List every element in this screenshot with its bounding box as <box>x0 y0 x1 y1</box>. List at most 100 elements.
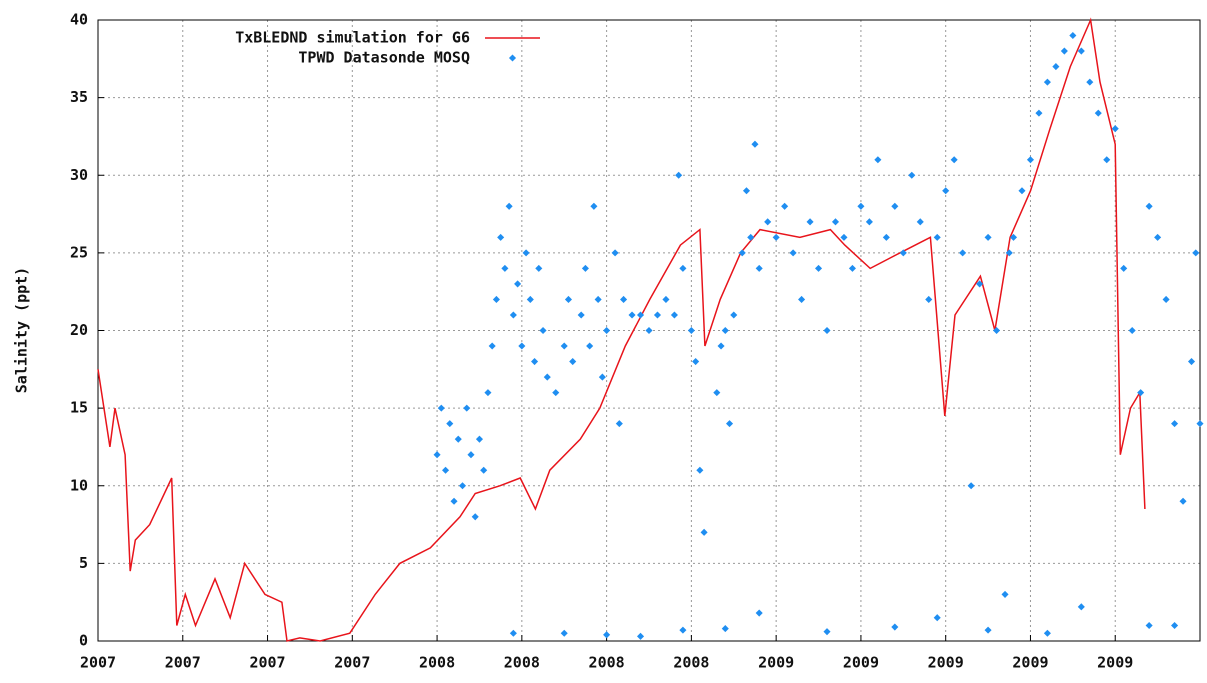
data-point <box>916 218 924 226</box>
data-point <box>450 497 458 505</box>
y-axis-label: Salinity (ppt) <box>13 267 31 393</box>
data-point <box>925 295 933 303</box>
data-point <box>1187 358 1196 366</box>
data-point <box>463 404 471 412</box>
data-point <box>526 295 534 303</box>
data-point <box>1052 63 1060 71</box>
data-point <box>721 625 729 633</box>
data-point <box>603 631 611 639</box>
data-point <box>480 466 488 474</box>
data-point <box>696 466 704 474</box>
data-point <box>933 233 941 241</box>
data-point <box>848 264 856 272</box>
data-point <box>1086 78 1094 86</box>
y-tick-label: 35 <box>70 88 88 106</box>
data-point <box>1145 621 1153 630</box>
data-point <box>454 435 462 443</box>
y-tick-label: 15 <box>70 399 88 417</box>
data-point <box>882 233 890 241</box>
data-point <box>488 342 496 350</box>
x-tick-label: 2007 <box>80 654 116 672</box>
data-point <box>514 280 522 288</box>
data-point <box>581 264 589 272</box>
data-point <box>437 404 445 412</box>
data-point <box>942 187 950 195</box>
data-point <box>675 171 683 179</box>
data-line <box>97 17 1146 642</box>
x-tick-label: 2008 <box>589 654 625 672</box>
x-tick-label: 2009 <box>843 654 879 672</box>
data-point <box>789 249 797 257</box>
x-tick-label: 2008 <box>419 654 455 672</box>
x-tick-label: 2009 <box>758 654 794 672</box>
data-point <box>522 249 530 257</box>
data-point <box>742 187 751 195</box>
data-point <box>1120 264 1128 272</box>
data-point <box>505 202 513 210</box>
data-point <box>1196 420 1204 428</box>
data-point <box>857 202 865 210</box>
data-point <box>475 435 483 443</box>
x-tick-label: 2009 <box>928 654 964 672</box>
data-point <box>823 326 831 335</box>
data-point <box>959 249 967 257</box>
data-point <box>899 249 907 257</box>
data-point <box>628 311 636 319</box>
data-point <box>471 513 479 521</box>
data-point <box>535 264 543 272</box>
data-point <box>1171 621 1179 630</box>
data-point <box>772 233 780 241</box>
data-point <box>501 264 509 272</box>
data-point <box>539 326 547 335</box>
data-point <box>645 326 653 335</box>
x-tick-label: 2009 <box>1012 654 1048 672</box>
plot-frame <box>97 19 1201 642</box>
data-point <box>458 482 467 490</box>
data-point <box>620 295 628 303</box>
data-point <box>831 218 840 226</box>
data-point <box>1005 249 1013 257</box>
x-tick-label: 2008 <box>504 654 540 672</box>
data-point <box>603 326 611 335</box>
data-point <box>730 311 738 319</box>
data-point <box>721 326 729 335</box>
data-point <box>564 295 573 303</box>
data-point <box>611 249 619 257</box>
data-point <box>577 311 585 319</box>
data-point <box>1043 78 1051 86</box>
data-point <box>815 264 823 272</box>
data-point <box>509 311 517 319</box>
data-point <box>1018 187 1026 195</box>
y-tick-label: 40 <box>70 11 88 29</box>
data-point <box>725 420 734 428</box>
data-point <box>747 233 755 241</box>
data-point <box>442 466 450 474</box>
data-point <box>560 629 568 637</box>
data-point <box>984 233 992 241</box>
x-tick-label: 2007 <box>165 654 201 672</box>
data-point <box>976 280 984 288</box>
data-point <box>891 623 899 631</box>
data-point <box>781 202 789 210</box>
data-point <box>717 342 725 350</box>
data-point <box>1179 497 1187 505</box>
legend-label: TPWD Datasonde MOSQ <box>298 49 470 67</box>
data-point <box>865 218 873 226</box>
y-tick-label: 25 <box>70 243 88 261</box>
y-tick-label: 0 <box>79 632 88 650</box>
data-point <box>764 218 772 226</box>
data-point <box>713 389 721 397</box>
legend-label: TxBLEDND simulation for G6 <box>235 29 470 47</box>
data-point <box>615 420 623 428</box>
data-point <box>1043 629 1051 637</box>
data-point <box>751 140 759 148</box>
data-point <box>467 451 475 459</box>
data-point <box>662 295 670 303</box>
data-point <box>1009 233 1018 241</box>
data-point <box>1154 233 1162 241</box>
data-point <box>518 342 526 350</box>
data-point <box>738 249 746 257</box>
data-point <box>1001 590 1009 598</box>
data-point <box>1077 603 1085 611</box>
data-point <box>497 233 505 241</box>
